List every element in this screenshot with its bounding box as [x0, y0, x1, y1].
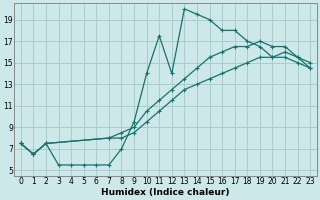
X-axis label: Humidex (Indice chaleur): Humidex (Indice chaleur)	[101, 188, 230, 197]
